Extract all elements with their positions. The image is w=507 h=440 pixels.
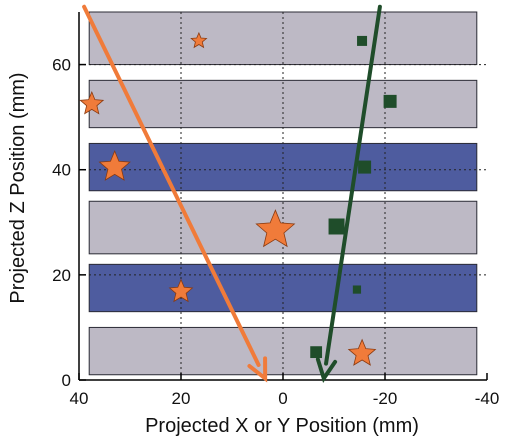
y-tick-label: 40: [52, 161, 71, 180]
y-tick-label: 60: [52, 56, 71, 75]
square-marker: [328, 218, 345, 235]
arrow-shaft-orange: [82, 4, 261, 367]
y-axis-label: Projected Z Position (mm): [7, 72, 29, 303]
x-tick-label: 20: [172, 389, 191, 408]
y-tick-label: 0: [62, 371, 71, 390]
y-tick-label: 20: [52, 266, 71, 285]
x-tick-label: 0: [278, 389, 287, 408]
x-tick-label: 40: [70, 389, 89, 408]
data-markers: [79, 31, 397, 366]
star-marker: [255, 209, 296, 248]
x-axis-label: Projected X or Y Position (mm): [145, 415, 419, 437]
square-marker: [358, 160, 372, 174]
square-marker: [357, 35, 368, 46]
star-marker: [168, 278, 194, 303]
arrow-head-green: [315, 357, 338, 383]
grid-lines: [79, 12, 487, 380]
x-tick-label: -40: [475, 389, 500, 408]
x-tick-label: -20: [373, 389, 398, 408]
arrow-shaft-green: [324, 4, 382, 366]
star-marker: [98, 150, 131, 181]
axes: [78, 12, 488, 381]
star-marker: [190, 31, 208, 49]
arrow-head-orange: [247, 356, 268, 383]
star-marker: [347, 338, 377, 366]
band-gray: [88, 326, 478, 376]
square-marker: [383, 94, 397, 108]
tick-labels: 40 20 0 -20 -40 0 20 40 60: [52, 56, 499, 408]
trajectory-arrows: [82, 4, 382, 383]
square-marker: [352, 285, 362, 294]
star-marker: [79, 90, 105, 115]
square-marker: [310, 346, 323, 359]
